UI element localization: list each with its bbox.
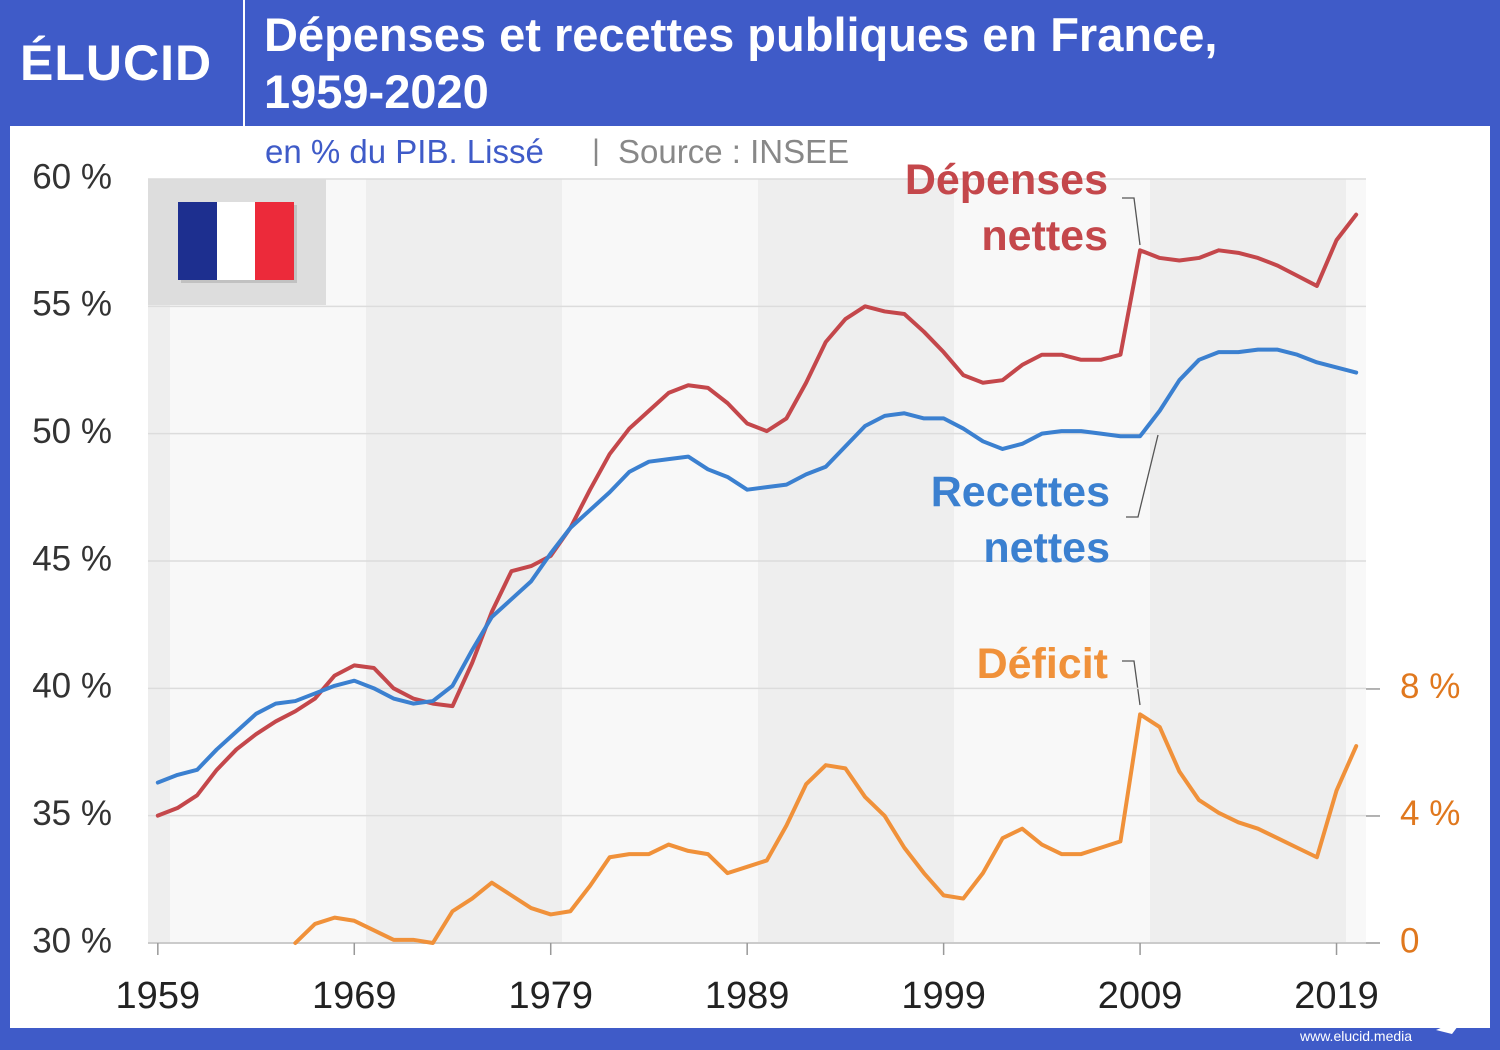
y2-tick-label: 0 — [1400, 921, 1419, 960]
y-tick-label: 60 % — [32, 157, 112, 196]
chart-title: Dépenses et recettes publiques en France… — [264, 8, 1218, 118]
series-line — [155, 347, 1359, 785]
x-tick-label: 1959 — [116, 975, 201, 1017]
footer-mark — [1436, 1018, 1464, 1034]
x-tick-label: 2009 — [1098, 975, 1183, 1017]
y-tick-label: 45 % — [32, 539, 112, 578]
y-tick-label: 50 % — [32, 412, 112, 451]
y2-tick-label: 4 % — [1400, 794, 1460, 833]
flag-blue — [178, 202, 217, 280]
series-label: Recettes nettes — [930, 468, 1110, 572]
x-tick-label: 1969 — [312, 975, 397, 1017]
x-tick-label: 1989 — [705, 975, 790, 1017]
separator: | — [592, 134, 600, 167]
source: Source : INSEE — [618, 133, 850, 170]
series-label: Dépenses nettes — [904, 156, 1108, 260]
y-tick-label: 30 % — [32, 921, 112, 960]
series-label: Déficit — [976, 640, 1108, 688]
logo: ÉLUCID — [20, 35, 213, 91]
flag-red — [255, 202, 294, 280]
series-line — [293, 712, 1359, 945]
subtitle: en % du PIB. Lissé — [265, 133, 544, 170]
footer: www.elucid.media — [1300, 1028, 1413, 1044]
flag-white — [217, 202, 255, 280]
x-tick-label: 1979 — [508, 975, 593, 1017]
leader — [1126, 434, 1159, 518]
y2-tick-label: 8 % — [1400, 667, 1460, 706]
leader — [1122, 660, 1141, 706]
x-tick-label: 1999 — [901, 975, 986, 1017]
y-tick-label: 40 % — [32, 667, 112, 706]
series-line — [155, 212, 1359, 818]
y-tick-label: 35 % — [32, 794, 112, 833]
y-tick-label: 55 % — [32, 285, 112, 324]
x-tick-label: 2019 — [1294, 975, 1379, 1017]
leader — [1122, 197, 1141, 246]
flag — [148, 179, 326, 305]
leaders — [1122, 197, 1159, 706]
